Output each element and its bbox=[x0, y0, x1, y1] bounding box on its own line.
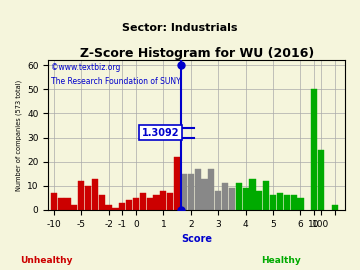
Bar bbox=[188, 174, 194, 210]
Bar bbox=[318, 150, 324, 210]
Bar bbox=[284, 195, 290, 210]
Bar bbox=[297, 198, 303, 210]
Bar bbox=[195, 169, 201, 210]
Bar bbox=[147, 198, 153, 210]
Text: ©www.textbiz.org: ©www.textbiz.org bbox=[51, 63, 121, 72]
Bar bbox=[332, 205, 338, 210]
Bar bbox=[277, 193, 283, 210]
Text: The Research Foundation of SUNY: The Research Foundation of SUNY bbox=[51, 77, 181, 86]
Bar bbox=[78, 181, 84, 210]
Bar bbox=[133, 198, 139, 210]
Bar bbox=[222, 183, 228, 210]
Bar bbox=[153, 195, 159, 210]
Text: Healthy: Healthy bbox=[261, 256, 301, 265]
Bar bbox=[126, 200, 132, 210]
Bar bbox=[64, 198, 71, 210]
Bar bbox=[51, 193, 57, 210]
Bar bbox=[181, 174, 187, 210]
Bar bbox=[270, 195, 276, 210]
Bar bbox=[99, 195, 105, 210]
Bar bbox=[256, 191, 262, 210]
Bar bbox=[92, 178, 98, 210]
Title: Z-Score Histogram for WU (2016): Z-Score Histogram for WU (2016) bbox=[80, 48, 314, 60]
Bar bbox=[85, 186, 91, 210]
Text: Sector: Industrials: Sector: Industrials bbox=[122, 23, 238, 33]
Bar bbox=[105, 205, 112, 210]
Bar bbox=[236, 183, 242, 210]
Bar bbox=[167, 193, 173, 210]
Bar bbox=[112, 208, 118, 210]
Y-axis label: Number of companies (573 total): Number of companies (573 total) bbox=[15, 80, 22, 191]
Bar bbox=[311, 89, 317, 210]
Bar bbox=[160, 191, 166, 210]
Bar bbox=[291, 195, 297, 210]
Bar bbox=[58, 198, 64, 210]
Bar bbox=[71, 205, 77, 210]
Bar bbox=[208, 169, 215, 210]
Bar bbox=[215, 191, 221, 210]
Bar bbox=[243, 188, 249, 210]
Bar bbox=[249, 178, 256, 210]
Bar bbox=[140, 193, 146, 210]
Bar bbox=[263, 181, 269, 210]
Text: Unhealthy: Unhealthy bbox=[21, 256, 73, 265]
Bar bbox=[119, 203, 125, 210]
Bar bbox=[174, 157, 180, 210]
Bar bbox=[202, 178, 208, 210]
X-axis label: Score: Score bbox=[181, 234, 212, 244]
Text: 1.3092: 1.3092 bbox=[142, 128, 179, 138]
Bar bbox=[229, 188, 235, 210]
